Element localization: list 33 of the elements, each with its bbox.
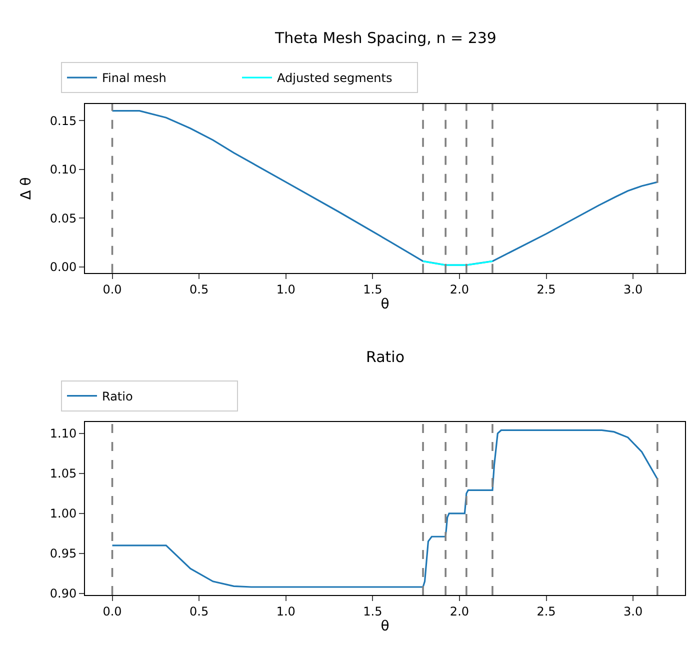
x-tick-label: 2.0 [450,282,470,296]
y-tick-label: 0.10 [50,162,77,177]
line-series [111,429,658,588]
chart-title: Theta Mesh Spacing, n = 239 [274,29,496,47]
y-tick-label: 0.90 [50,586,77,601]
legend-label: Final mesh [102,71,166,86]
x-axis-title: θ [380,296,390,312]
legend-label: Adjusted segments [277,71,392,86]
y-tick-label: 1.05 [50,466,77,481]
legend-label: Ratio [102,390,133,404]
x-tick-label: 0.5 [190,604,209,618]
line-series [111,110,658,266]
x-tick-label: 1.5 [363,282,382,296]
x-tick-label: 0.0 [102,282,122,296]
y-tick-label: 0.95 [50,546,77,561]
x-tick-label: 2.5 [536,604,556,618]
y-axis-title: Δ θ [18,177,34,200]
x-axis-title: θ [380,618,390,634]
y-tick-label: 1.10 [50,426,77,441]
y-tick-label: 1.00 [50,506,77,521]
x-tick-label: 1.5 [363,604,382,618]
x-tick-label: 0.5 [190,282,209,296]
x-tick-label: 1.0 [276,282,296,296]
chart-title: Ratio [366,348,405,366]
x-tick-label: 2.0 [450,604,470,618]
x-tick-label: 2.5 [536,282,556,296]
y-tick-label: 0.00 [50,260,77,274]
x-tick-label: 1.0 [276,604,296,618]
x-tick-label: 3.0 [624,604,643,618]
y-tick-label: 0.05 [50,211,77,226]
x-tick-label: 0.0 [102,604,122,618]
y-tick-label: 0.15 [50,114,77,128]
x-tick-label: 3.0 [624,282,643,296]
